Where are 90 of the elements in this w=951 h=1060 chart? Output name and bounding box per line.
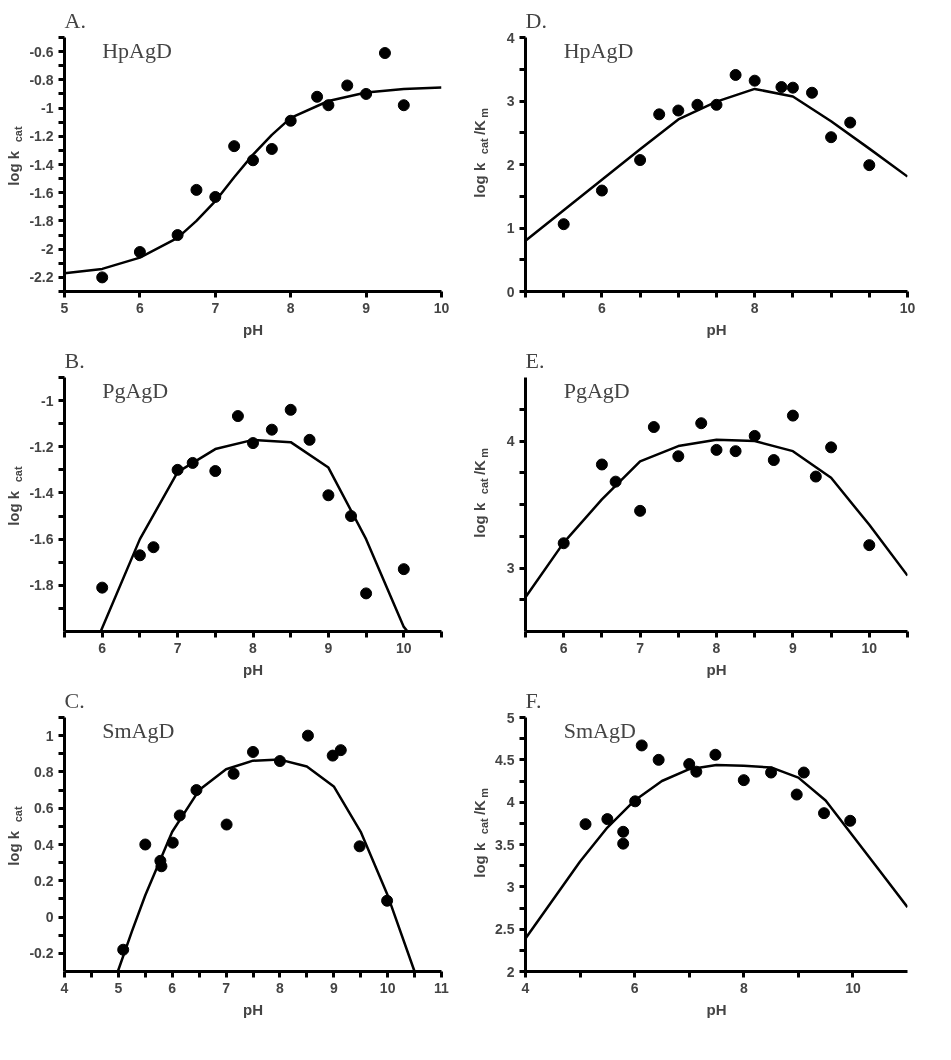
y-tick-label: -1.6 [29, 531, 54, 548]
x-tick-label: 6 [630, 979, 639, 996]
x-axis-title: pH [706, 1000, 727, 1018]
x-tick-label: 8 [750, 299, 759, 316]
y-tick-label: 1 [45, 727, 54, 744]
y-tick-label: -0.8 [29, 71, 54, 88]
x-tick-label: 10 [433, 299, 450, 316]
y-tick-label: 2 [506, 963, 515, 980]
x-tick-label: 7 [211, 299, 220, 316]
y-tick-label: -1 [41, 392, 54, 409]
x-tick-label: 6 [136, 299, 145, 316]
x-tick-label: 8 [739, 979, 748, 996]
y-tick-label: 0.8 [34, 763, 54, 780]
y-tick-label: 0.2 [34, 872, 54, 889]
chart-title: F. [525, 687, 542, 713]
y-tick-label: 3 [506, 560, 515, 576]
y-tick-label: 0 [506, 283, 515, 300]
y-tick-label: -1.8 [29, 577, 54, 594]
chart-subtitle: SmAgD [563, 717, 636, 743]
y-tick-label: 0.4 [34, 836, 54, 853]
y-tick-label: 0.6 [34, 800, 54, 817]
x-axis-title: pH [243, 320, 263, 338]
y-tick-label: 4 [506, 794, 515, 811]
x-tick-label: 4 [60, 979, 69, 996]
y-tick-label: 2.5 [495, 921, 515, 938]
x-tick-label: 7 [222, 979, 231, 996]
x-axis-title: pH [706, 660, 727, 678]
y-tick-label: -1.8 [29, 212, 54, 229]
y-tick-label: 2 [506, 156, 515, 173]
y-axis-title: log kcat/Km [471, 107, 490, 198]
x-tick-label: 10 [379, 979, 396, 996]
chart-title: A. [64, 7, 86, 33]
y-tick-label: 3 [506, 93, 515, 109]
y-tick-label: -1.6 [29, 184, 54, 201]
chart-subtitle: PgAgD [102, 377, 169, 403]
x-tick-label: 6 [168, 979, 177, 996]
x-axis-title: pH [243, 1000, 263, 1018]
x-tick-label: 6 [598, 299, 607, 316]
y-tick-label: -2 [41, 241, 54, 258]
x-tick-label: 10 [845, 979, 861, 996]
x-tick-label: 10 [861, 639, 878, 656]
x-tick-label: 9 [362, 299, 371, 316]
chart-title: E. [525, 347, 545, 373]
chart-title: C. [64, 687, 85, 713]
y-tick-label: -1.4 [29, 156, 54, 173]
x-tick-label: 8 [712, 639, 721, 656]
chart-subtitle: PgAgD [563, 377, 630, 403]
x-tick-label: 9 [329, 979, 338, 996]
x-tick-label: 4 [521, 979, 530, 996]
y-tick-label: -2.2 [29, 269, 54, 286]
y-axis-title: log kcat/Km [471, 447, 490, 538]
y-tick-label: -1.2 [29, 128, 54, 145]
x-tick-label: 6 [559, 639, 568, 656]
x-tick-label: 5 [60, 299, 69, 316]
y-tick-label: -0.2 [29, 945, 54, 962]
x-axis-title: pH [706, 320, 727, 338]
x-tick-label: 7 [636, 639, 645, 656]
x-tick-label: 6 [98, 639, 107, 656]
chart-title: D. [525, 7, 547, 33]
y-tick-label: 5 [506, 709, 515, 726]
x-tick-label: 11 [434, 979, 450, 996]
y-axis-title: log kcat [5, 126, 24, 186]
y-tick-label: 1 [506, 220, 515, 236]
x-tick-label: 5 [114, 979, 123, 996]
chart-subtitle: SmAgD [102, 717, 175, 743]
x-tick-label: 10 [899, 299, 916, 316]
x-axis-title: pH [243, 660, 263, 678]
x-tick-label: 8 [249, 639, 258, 656]
y-axis-title: log kcat [5, 466, 24, 526]
y-axis-title: log kcat [5, 806, 24, 866]
y-axis-title: log kcat/Km [471, 787, 490, 878]
x-tick-label: 10 [396, 639, 412, 656]
x-tick-label: 9 [324, 639, 333, 656]
x-tick-label: 8 [286, 299, 295, 316]
y-tick-label: -1.4 [29, 484, 54, 501]
y-tick-label: -1 [41, 100, 54, 117]
y-tick-label: 3 [506, 878, 515, 895]
y-tick-label: -0.6 [29, 43, 54, 60]
y-tick-label: 3.5 [495, 836, 515, 853]
y-tick-label: 0 [45, 909, 54, 926]
x-tick-label: 9 [789, 639, 798, 656]
y-tick-label: 4 [506, 433, 515, 449]
y-tick-label: 4 [506, 29, 515, 46]
x-tick-label: 8 [276, 979, 285, 996]
x-tick-label: 7 [173, 639, 182, 656]
y-tick-label: 4.5 [495, 751, 515, 768]
chart-title: B. [64, 347, 85, 373]
y-tick-label: -1.2 [29, 438, 54, 455]
chart-subtitle: HpAgD [563, 37, 634, 63]
chart-subtitle: HpAgD [102, 37, 172, 63]
